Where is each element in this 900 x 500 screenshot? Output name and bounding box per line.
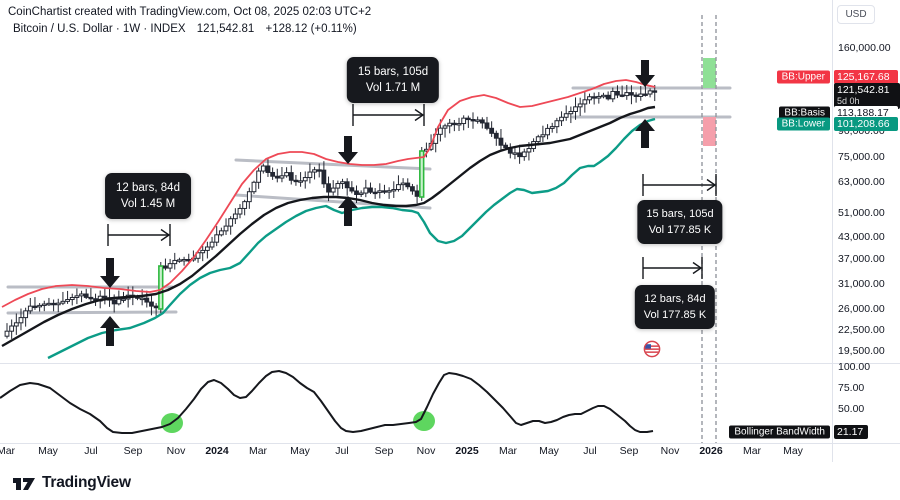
time-tick-label: Mar bbox=[0, 445, 16, 457]
measure-label-15bars-left[interactable]: 15 bars, 105d Vol 1.71 M bbox=[346, 57, 440, 103]
price-tick-label: 63,000.00 bbox=[838, 176, 885, 189]
bar-countdown: 5d 0h bbox=[837, 96, 860, 106]
currency-toggle[interactable]: USD bbox=[837, 5, 875, 24]
time-tick-label: Sep bbox=[374, 445, 394, 457]
tradingview-logo-text: TradingView bbox=[42, 474, 131, 491]
price-tick-label: 51,000.00 bbox=[838, 206, 885, 219]
pane-separator[interactable] bbox=[0, 363, 900, 364]
footer: TradingView bbox=[0, 462, 900, 500]
symbol-last-price: 121,542.81 bbox=[196, 23, 255, 35]
bb-upper-price: 125,167.68 bbox=[834, 70, 898, 84]
time-tick-label: Mar bbox=[248, 445, 268, 457]
bandwidth-value: 21.17 bbox=[834, 425, 868, 439]
bandwidth-tick-label: 75.00 bbox=[838, 382, 865, 395]
time-tick-label: Nov bbox=[166, 445, 186, 457]
measure-label-12bars-right[interactable]: 12 bars, 84d Vol 177.85 K bbox=[634, 285, 716, 329]
price-tick-label: 31,000.00 bbox=[838, 278, 885, 291]
symbol-info-line[interactable]: Bitcoin / U.S. Dollar · 1W · INDEX 121,5… bbox=[13, 23, 365, 35]
price-tick-label: 37,000.00 bbox=[838, 252, 885, 265]
time-tick-label: May bbox=[290, 445, 310, 457]
symbol-change: +128.12 (+0.11%) bbox=[265, 23, 357, 35]
price-tick-label: 75,000.00 bbox=[838, 151, 885, 164]
bb-lower-price: 101,208.66 bbox=[834, 117, 898, 131]
tradingview-logo[interactable]: TradingView bbox=[12, 474, 131, 492]
price-tick-label: 26,000.00 bbox=[838, 303, 885, 316]
price-tick-label: 22,500.00 bbox=[838, 324, 885, 337]
bb-basis-price: 113,188.17 bbox=[834, 106, 898, 120]
tradingview-logo-icon bbox=[13, 478, 35, 490]
symbol-title: Bitcoin / U.S. Dollar · 1W · INDEX bbox=[13, 23, 186, 35]
bandwidth-tick-label: 50.00 bbox=[838, 403, 865, 416]
time-tick-label: 2024 bbox=[205, 445, 229, 457]
coinchartist-flag-icon bbox=[643, 340, 661, 358]
time-tick-label: 2026 bbox=[699, 445, 723, 457]
price-tick-label: 160,000.00 bbox=[838, 42, 891, 54]
price-axis-border bbox=[832, 0, 833, 462]
time-tick-label: Jul bbox=[84, 445, 98, 457]
bb-basis-label: BB:Basis bbox=[779, 106, 830, 120]
last-price-value: 121,542.81 bbox=[837, 84, 890, 96]
time-tick-label: Mar bbox=[742, 445, 762, 457]
bandwidth-tick-label: 100.00 bbox=[838, 361, 871, 373]
time-tick-label: May bbox=[38, 445, 58, 457]
time-tick-label: Jul bbox=[583, 445, 597, 457]
price-tick-label: 19,500.00 bbox=[838, 344, 885, 357]
price-tick-label: 43,000.00 bbox=[838, 231, 885, 244]
measure-label-15bars-right[interactable]: 15 bars, 105d Vol 177.85 K bbox=[637, 200, 723, 244]
last-price-badge: 121,542.81 5d 0h bbox=[834, 83, 900, 109]
time-tick-label: Mar bbox=[498, 445, 518, 457]
time-tick-label: Sep bbox=[123, 445, 143, 457]
measure-label-12bars-left[interactable]: 12 bars, 84d Vol 1.45 M bbox=[105, 173, 191, 219]
bandwidth-indicator-label: Bollinger BandWidth bbox=[729, 425, 830, 439]
time-tick-label: 2025 bbox=[455, 445, 479, 457]
time-tick-label: Sep bbox=[619, 445, 639, 457]
time-tick-label: May bbox=[539, 445, 559, 457]
time-tick-label: Nov bbox=[416, 445, 436, 457]
bb-lower-label: BB:Lower bbox=[776, 117, 830, 131]
time-tick-label: Nov bbox=[660, 445, 680, 457]
time-axis-border bbox=[0, 443, 900, 444]
bb-upper-label: BB:Upper bbox=[776, 70, 830, 84]
watermark-attribution: CoinChartist created with TradingView.co… bbox=[8, 6, 372, 18]
time-tick-label: Jul bbox=[335, 445, 349, 457]
time-tick-label: May bbox=[783, 445, 803, 457]
